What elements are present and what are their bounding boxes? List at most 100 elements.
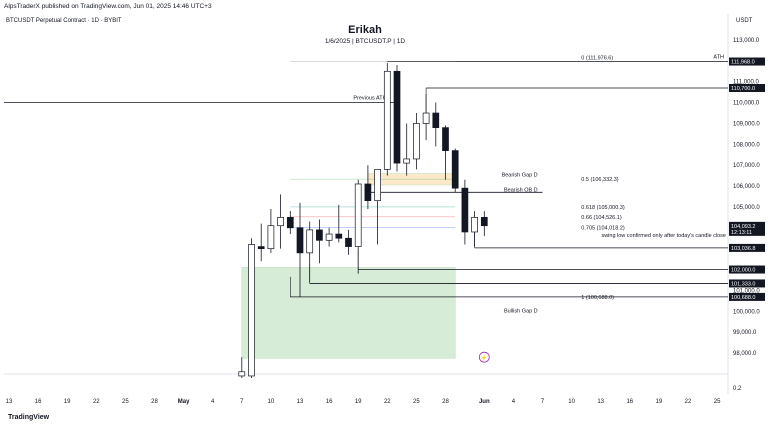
fib-label: 0.705 (104,018.2): [581, 225, 625, 231]
candle-body: [345, 237, 352, 247]
price-tag-label: 100,688.0: [731, 295, 755, 301]
y-tick-label: 0.2: [733, 386, 742, 392]
price-tag-label: 104,093.2: [731, 224, 755, 230]
lightning-icon: [478, 351, 490, 363]
x-tick-label: 19: [64, 399, 71, 405]
x-tick-label: 10: [568, 399, 575, 405]
bearish-gap-label: Bearish Gap D: [502, 173, 538, 179]
chart-title: Erikah: [348, 24, 382, 36]
x-tick-label: 4: [512, 399, 516, 405]
candle-body: [306, 229, 314, 254]
tradingview-logo: TradingView: [8, 414, 50, 421]
x-tick-label: 19: [355, 399, 362, 405]
x-tick-label: 13: [597, 399, 604, 405]
y-tick-label: 98,000.0: [733, 351, 757, 357]
candle-body: [461, 187, 469, 233]
candle-body: [316, 229, 323, 241]
x-tick-label: 4: [211, 399, 215, 405]
candle-body: [374, 169, 381, 202]
y-tick-label: 110,000.0: [733, 101, 760, 107]
y-tick-label: 106,000.0: [733, 184, 760, 190]
y-tick-label: 109,000.0: [733, 121, 760, 127]
chart-subtitle: 1/6/2025 | BTCUSDT.P | 1D: [324, 38, 406, 45]
previous-ath-label: Previous ATH: [353, 96, 386, 102]
y-tick-label: 105,000.0: [733, 205, 760, 211]
price-tag-label: 102,000.0: [731, 268, 755, 274]
price-tag: [729, 57, 765, 66]
candle-body: [325, 233, 333, 241]
currency-label: USDT: [736, 18, 753, 24]
fib-label: 0.66 (104,526.1): [581, 215, 622, 221]
fib-label: 0.5 (106,332.3): [581, 177, 618, 183]
candle-body: [422, 112, 430, 124]
candle-body: [238, 371, 246, 377]
candle-body: [257, 246, 265, 250]
y-tick-label: 107,000.0: [733, 163, 760, 169]
x-tick-label: 25: [122, 399, 129, 405]
candle-body: [442, 127, 449, 151]
price-tag: [729, 279, 765, 288]
price-tag: [729, 292, 765, 301]
x-tick-label: 25: [413, 399, 420, 405]
candle-body: [393, 70, 401, 164]
price-tag: [729, 265, 765, 274]
price-tag-label: 111,968.0: [731, 60, 755, 66]
fib-label: 0 (111,976.6): [581, 55, 613, 61]
x-tick-label: 28: [442, 399, 449, 405]
candle-body: [277, 217, 284, 227]
candle-body: [248, 244, 255, 377]
x-tick-label: 13: [6, 399, 13, 405]
candle-body: [403, 158, 411, 164]
y-tick-label: 113,000.0: [733, 38, 760, 44]
fib-label: 0.618 (105,000.3): [581, 205, 625, 211]
price-tag: [729, 221, 765, 236]
publisher-text: AlpsTraderX published on TradingView.com…: [4, 3, 212, 10]
swing-low-label: swing low confirmed only after today's c…: [601, 233, 726, 239]
x-tick-label: 22: [685, 399, 692, 405]
candle-body: [471, 217, 478, 233]
candle-body: [296, 227, 304, 254]
symbol-legend: BTCUSDT Perpetual Contract · 1D · BYBIT: [6, 18, 122, 24]
zone-bullish-gap: [241, 267, 456, 359]
y-tick-label: 100,000.0: [733, 309, 760, 315]
candle-body: [286, 217, 294, 229]
price-tag: [729, 83, 765, 92]
x-tick-label: Jun: [479, 399, 490, 405]
candle-body: [383, 70, 391, 170]
countdown-label: 12:13:11: [731, 230, 752, 236]
candle-body: [335, 233, 343, 239]
x-tick-label: 22: [384, 399, 391, 405]
candle-body: [451, 150, 459, 189]
ath-label: ATH: [713, 55, 724, 61]
publisher-bar: AlpsTraderX published on TradingView.com…: [0, 0, 768, 14]
y-tick-label: 101,000.0: [733, 288, 760, 294]
candle-body: [432, 112, 440, 128]
x-tick-label: 7: [240, 399, 244, 405]
x-tick-label: 16: [326, 399, 333, 405]
price-tag-label: 101,333.0: [731, 281, 755, 287]
x-tick-label: 22: [93, 399, 100, 405]
bullish-gap-label: Bullish Gap D: [504, 308, 538, 314]
x-tick-label: 13: [297, 399, 304, 405]
x-tick-label: 16: [626, 399, 633, 405]
candle-body: [267, 225, 275, 250]
x-tick-label: 28: [151, 399, 158, 405]
fib-label: 1 (100,688.0): [581, 295, 614, 301]
price-tag-label: 103,036.8: [731, 246, 755, 252]
price-tag: [729, 243, 765, 252]
x-tick-label: 16: [35, 399, 42, 405]
candle-body: [413, 123, 420, 160]
x-tick-label: 7: [541, 399, 545, 405]
x-tick-label: 25: [714, 399, 721, 405]
candle-body: [480, 217, 488, 227]
y-tick-label: 99,000.0: [733, 330, 757, 336]
candle-body: [354, 183, 362, 247]
candle-body: [364, 183, 372, 202]
bearish-ob-label: Bearish OB D: [504, 187, 538, 193]
price-tag-label: 110,700.0: [731, 86, 755, 92]
x-tick-label: May: [178, 399, 190, 405]
x-tick-label: 19: [656, 399, 663, 405]
y-tick-label: 108,000.0: [733, 142, 760, 148]
x-tick-label: 10: [268, 399, 275, 405]
